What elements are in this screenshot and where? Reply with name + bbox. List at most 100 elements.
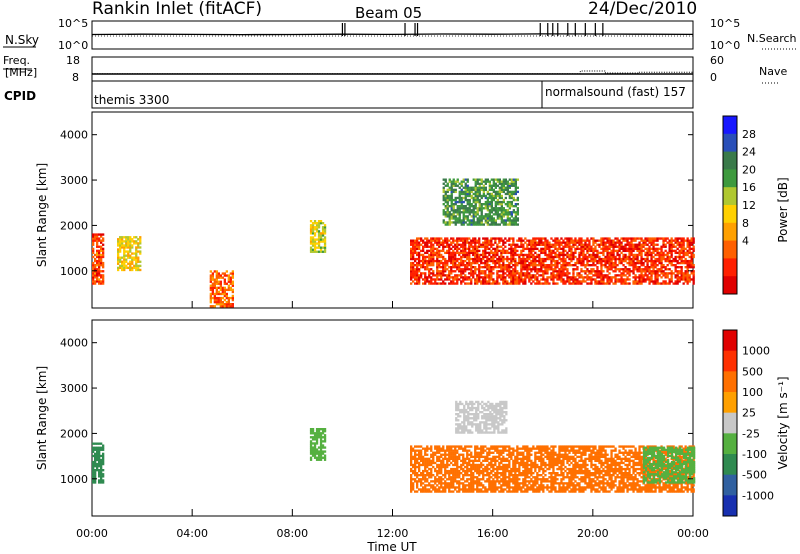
data-cell: [129, 254, 132, 257]
data-cell: [506, 180, 509, 183]
data-cell: [648, 239, 651, 242]
data-cell: [446, 207, 449, 210]
data-cell: [121, 260, 124, 263]
data-cell: [119, 256, 122, 259]
data-cell: [458, 490, 461, 493]
data-cell: [518, 469, 521, 473]
data-cell: [460, 465, 463, 469]
data-cell: [464, 457, 467, 461]
data-cell: [492, 268, 495, 271]
data-cell: [458, 253, 461, 257]
data-cell: [98, 259, 101, 263]
data-cell: [534, 476, 537, 479]
data-cell: [512, 268, 515, 271]
data-cell: [496, 480, 499, 483]
data-cell: [542, 249, 545, 253]
data-cell: [456, 219, 459, 222]
data-cell: [500, 445, 503, 448]
data-cell: [420, 266, 423, 269]
data-cell: [670, 280, 673, 283]
data-cell: [664, 257, 667, 261]
data-cell: [462, 276, 465, 279]
data-cell: [456, 268, 459, 271]
data-cell: [572, 255, 575, 259]
data-cell: [638, 276, 641, 279]
data-cell: [592, 249, 595, 253]
data-cell: [666, 259, 669, 263]
data-cell: [462, 459, 465, 463]
data-cell: [528, 488, 531, 491]
data-cell: [466, 488, 469, 491]
data-cell: [430, 245, 433, 248]
data-cell: [472, 251, 475, 255]
data-cell: [594, 241, 597, 244]
data-cell: [556, 249, 559, 253]
data-cell: [596, 255, 599, 259]
data-cell: [416, 486, 419, 489]
data-cell: [452, 259, 455, 263]
data-cell: [586, 239, 589, 242]
data-cell: [552, 245, 555, 248]
data-cell: [478, 203, 481, 206]
data-cell: [410, 251, 413, 255]
data-cell: [676, 261, 679, 265]
data-cell: [680, 251, 683, 255]
data-cell: [546, 266, 549, 269]
data-cell: [544, 241, 547, 244]
data-cell: [532, 274, 535, 277]
data-cell: [530, 474, 533, 477]
data-cell: [319, 246, 323, 249]
data-cell: [215, 270, 218, 273]
data-cell: [504, 472, 507, 475]
data-cell: [414, 270, 417, 273]
data-cell: [464, 276, 467, 279]
data-cell: [502, 469, 505, 473]
data-cell: [434, 480, 437, 483]
data-cell: [614, 257, 617, 261]
data-cell: [524, 490, 527, 493]
data-cell: [135, 268, 138, 272]
data-cell: [678, 251, 681, 255]
data-cell: [488, 474, 491, 477]
data-cell: [468, 192, 471, 196]
data-cell: [660, 253, 663, 257]
data-cell: [94, 469, 97, 472]
data-cell: [554, 245, 557, 248]
data-cell: [94, 465, 97, 468]
data-cell: [412, 270, 415, 273]
data-cell: [590, 253, 593, 257]
data-cell: [538, 243, 541, 246]
data-cell: [440, 243, 443, 246]
data-cell: [474, 449, 477, 452]
data-cell: [424, 241, 427, 244]
data-cell: [570, 253, 573, 257]
data-cell: [454, 198, 457, 202]
data-cell: [570, 241, 573, 244]
data-cell: [574, 276, 577, 279]
data-cell: [596, 251, 599, 255]
data-cell: [598, 280, 601, 283]
data-cell: [650, 257, 653, 261]
data-cell: [562, 251, 565, 255]
data-cell: [92, 278, 95, 281]
data-cell: [460, 188, 463, 192]
data-cell: [426, 478, 429, 481]
data-cell: [486, 213, 489, 216]
data-cell: [570, 257, 573, 261]
data-cell: [452, 282, 455, 285]
data-cell: [102, 475, 105, 478]
data-cell: [670, 249, 673, 253]
data-cell: [558, 251, 561, 255]
data-cell: [466, 453, 469, 456]
data-cell: [580, 245, 583, 248]
data-cell: [448, 257, 451, 261]
data-cell: [450, 257, 453, 261]
data-cell: [309, 230, 313, 233]
data-cell: [452, 209, 455, 212]
data-cell: [562, 268, 565, 271]
data-cell: [225, 288, 228, 292]
data-cell: [414, 264, 417, 267]
data-cell: [462, 251, 465, 255]
data-cell: [654, 264, 657, 267]
data-cell: [566, 239, 569, 242]
